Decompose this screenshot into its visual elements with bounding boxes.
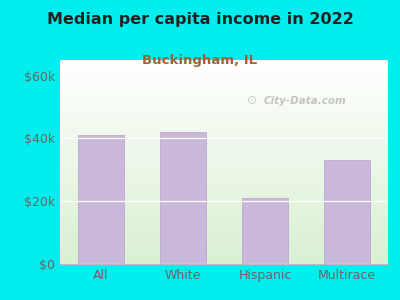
Text: ⊙: ⊙ [247,94,258,107]
Bar [242,198,288,264]
Text: Buckingham, IL: Buckingham, IL [142,54,258,67]
Text: City-Data.com: City-Data.com [263,96,346,106]
Bar [160,132,206,264]
Text: Median per capita income in 2022: Median per capita income in 2022 [46,12,354,27]
Bar [324,160,370,264]
Bar [78,135,124,264]
